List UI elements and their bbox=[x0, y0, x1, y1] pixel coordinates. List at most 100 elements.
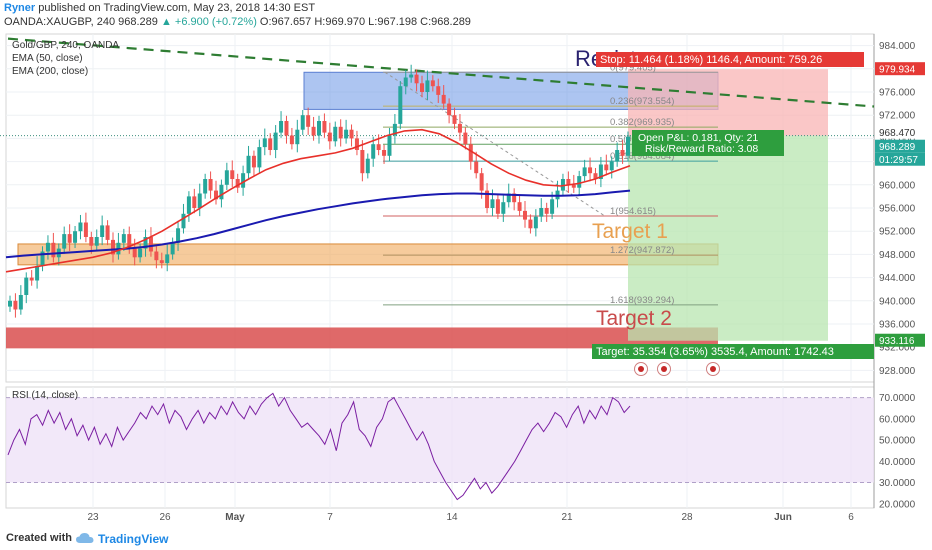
candle-body bbox=[186, 196, 191, 214]
candle-body bbox=[246, 155, 251, 174]
candle-body bbox=[100, 225, 105, 237]
candle-body bbox=[197, 193, 202, 208]
candle-body bbox=[506, 193, 511, 203]
rsi-tick-label: 50.0000 bbox=[879, 436, 916, 447]
price-tick-label: 956.000 bbox=[879, 204, 916, 215]
price-tick-label: 984.000 bbox=[879, 41, 916, 52]
publish-info: published on TradingView.com, May 23, 20… bbox=[38, 2, 316, 14]
fib-level-label: 0(979.405) bbox=[610, 62, 656, 73]
candle-body bbox=[214, 190, 218, 200]
candle-body bbox=[403, 77, 408, 87]
candle-body bbox=[382, 150, 387, 156]
candle-body bbox=[447, 103, 452, 116]
fib-level-label: 1.272(947.872) bbox=[610, 245, 674, 256]
target2-zone bbox=[6, 327, 718, 349]
candle-body bbox=[300, 115, 305, 130]
target-price-tag-bg bbox=[875, 333, 925, 347]
take-profit-zone bbox=[628, 135, 828, 341]
stop-price-tag: 979.934 bbox=[879, 65, 916, 76]
candle-body bbox=[468, 144, 473, 162]
stop-label-box bbox=[596, 52, 864, 67]
candle-body bbox=[474, 161, 479, 174]
candle-body bbox=[333, 126, 338, 142]
candle-body bbox=[45, 242, 50, 252]
candle-body bbox=[550, 199, 555, 214]
candle-body bbox=[609, 161, 614, 171]
candle-body bbox=[203, 179, 208, 194]
candle-body bbox=[73, 231, 78, 243]
pnl-label: Open P&L: 0.181, Qty: 21 bbox=[638, 132, 758, 144]
candle-body bbox=[409, 74, 414, 78]
candle-body bbox=[208, 179, 213, 191]
candle-body bbox=[501, 202, 506, 214]
candle-body bbox=[78, 222, 83, 232]
candle-body bbox=[490, 199, 495, 208]
candle-body bbox=[327, 132, 332, 142]
candle-body bbox=[241, 173, 246, 188]
candle-body bbox=[338, 126, 343, 139]
candle-body bbox=[495, 199, 500, 214]
candle-body bbox=[425, 80, 430, 92]
price-chart[interactable]: 928.000 932.000 936.000 940.000 944.000 948.0… bbox=[0, 0, 932, 526]
tradingview-link[interactable]: TradingView bbox=[98, 532, 169, 546]
candle-body bbox=[571, 184, 576, 188]
ema200-line bbox=[5, 189, 631, 259]
candle-body bbox=[105, 225, 110, 240]
ema50-line bbox=[5, 128, 631, 273]
time-tick-label: 26 bbox=[159, 512, 171, 523]
target1-label: Target 1 bbox=[592, 220, 668, 243]
time-tick-label: 7 bbox=[327, 512, 333, 523]
candle-body bbox=[251, 155, 256, 168]
candle-body bbox=[224, 170, 229, 185]
candle-body bbox=[452, 115, 457, 124]
candle-body bbox=[376, 144, 381, 150]
candle-body bbox=[219, 184, 224, 200]
candle-body bbox=[436, 86, 441, 95]
price-tick-label: 932.000 bbox=[879, 343, 916, 354]
candle-body bbox=[604, 164, 609, 171]
candle-body bbox=[322, 121, 327, 133]
candle-body bbox=[89, 237, 94, 246]
price-tick-label: 960.000 bbox=[879, 180, 916, 191]
candle-body bbox=[67, 234, 72, 243]
fib-level-label: 1.618(939.294) bbox=[610, 295, 674, 306]
price-tick-label: 940.000 bbox=[879, 296, 916, 307]
candle-body bbox=[582, 167, 587, 177]
candle-body bbox=[560, 179, 565, 191]
candle-body bbox=[528, 219, 533, 229]
candle-body bbox=[615, 150, 620, 162]
candle-body bbox=[51, 242, 56, 258]
economic-event-icon-dot bbox=[661, 366, 667, 372]
candle-body bbox=[430, 80, 435, 87]
candle-body bbox=[593, 173, 598, 179]
economic-event-icon-dot bbox=[710, 366, 716, 372]
candle-body bbox=[463, 132, 468, 145]
author-name[interactable]: Ryner bbox=[4, 2, 36, 14]
candle-body bbox=[148, 237, 153, 252]
candle-body bbox=[295, 129, 300, 145]
candle-body bbox=[523, 210, 527, 220]
candle-body bbox=[257, 147, 262, 168]
candle-body bbox=[62, 234, 67, 249]
candle-body bbox=[398, 86, 403, 124]
symbol-header: OANDA:XAUGBP, 240 968.289 ▲ +6.900 (+0.7… bbox=[4, 16, 471, 28]
candle-body bbox=[29, 277, 34, 281]
countdown-tag: 01:29:57 bbox=[879, 155, 918, 166]
candle-body bbox=[165, 254, 170, 264]
tradingview-cloud-icon bbox=[76, 533, 94, 543]
target-label: Target: 35.354 (3.65%) 3535.4, Amount: 1… bbox=[596, 346, 834, 358]
time-tick-label: 6 bbox=[848, 512, 854, 523]
rsi-line bbox=[7, 392, 631, 501]
candle-body bbox=[365, 158, 370, 174]
time-tick-label: Jun bbox=[774, 512, 792, 523]
candle-body bbox=[626, 136, 630, 156]
price-tick-label: 968.000 bbox=[879, 134, 916, 145]
candle-body bbox=[40, 251, 45, 266]
rsi-tick-label: 40.0000 bbox=[879, 457, 916, 468]
created-with-label: Created with bbox=[6, 532, 73, 544]
candle-body bbox=[132, 248, 137, 258]
candle-body bbox=[121, 234, 126, 243]
candle-body bbox=[159, 260, 164, 264]
resistance-trendline bbox=[7, 37, 875, 108]
candle-body bbox=[577, 176, 582, 188]
